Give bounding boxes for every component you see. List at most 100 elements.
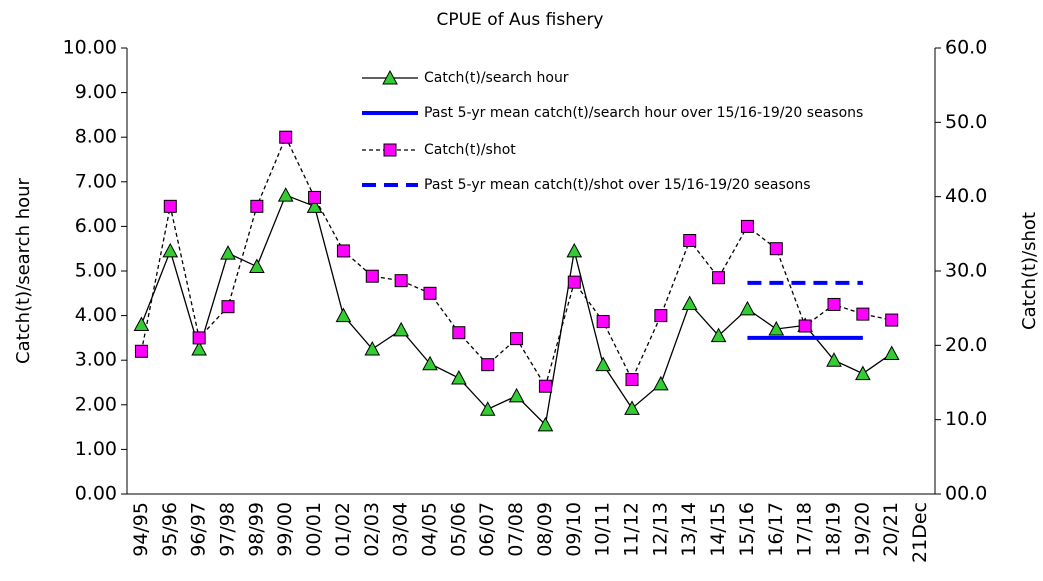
- square-marker: [221, 300, 235, 314]
- triangle-marker: [191, 340, 207, 356]
- legend-label: Past 5-yr mean catch(t)/search hour over…: [424, 105, 863, 121]
- x-tick-label: 06/07: [476, 502, 498, 557]
- triangle-marker: [855, 365, 871, 381]
- x-tick-label: 12/13: [649, 502, 671, 557]
- triangle-marker: [451, 369, 467, 385]
- series-line: [140, 135, 892, 388]
- square-marker: [192, 331, 206, 345]
- triangle-marker: [653, 375, 669, 391]
- x-tick-label: 15/16: [736, 502, 758, 557]
- chart-title: CPUE of Aus fishery: [436, 10, 603, 30]
- x-tick-label: 18/19: [823, 502, 845, 557]
- x-tick-label: 20/21: [880, 502, 902, 557]
- square-marker: [365, 269, 379, 283]
- legend-marker: [382, 69, 398, 85]
- y2-tick-label: 40.0: [945, 185, 987, 207]
- y-tick-label: 0.00: [75, 483, 117, 505]
- square-marker: [336, 244, 350, 258]
- y2-tick-label: 00.0: [945, 483, 987, 505]
- x-tick-label: 00/01: [303, 502, 325, 557]
- x-tick-label: 07/08: [505, 502, 527, 557]
- y2-tick-label: 60.0: [945, 37, 987, 59]
- triangle-marker: [220, 245, 236, 260]
- triangle-marker: [768, 320, 785, 336]
- x-tick-label: 13/14: [678, 502, 700, 557]
- triangle-marker: [364, 340, 381, 356]
- x-tick-label: 01/02: [332, 502, 354, 557]
- x-tick-label: 98/99: [245, 502, 267, 557]
- x-tick-label: 97/98: [217, 502, 239, 557]
- square-marker: [769, 242, 783, 256]
- triangle-marker: [595, 356, 611, 372]
- triangle-marker: [133, 316, 150, 332]
- x-tick-label: 10/11: [592, 502, 614, 557]
- x-tick-label: 17/18: [794, 502, 816, 557]
- x-tick-label: 11/12: [621, 502, 643, 557]
- x-tick-label: 94/95: [130, 502, 152, 557]
- triangle-marker: [306, 198, 323, 213]
- y2-tick-label: 30.0: [945, 260, 987, 282]
- y2-axis-title: Catch(t)/shot: [1019, 212, 1040, 330]
- x-tick-label: 02/03: [361, 502, 383, 557]
- square-marker: [452, 326, 466, 340]
- triangle-marker: [393, 321, 409, 337]
- y-axis-title: Catch(t)/search hour: [13, 177, 34, 363]
- square-marker: [510, 332, 524, 346]
- triangle-marker: [335, 307, 352, 323]
- triangle-marker: [739, 300, 756, 316]
- square-marker: [625, 373, 639, 387]
- x-tick-label: 99/00: [274, 502, 296, 557]
- y-tick-label: 8.00: [75, 126, 117, 148]
- x-tick-label: 08/09: [534, 502, 556, 557]
- y-tick-label: 10.00: [63, 37, 117, 59]
- triangle-marker: [422, 355, 438, 371]
- square-marker: [423, 286, 437, 300]
- x-tick-label: 05/06: [447, 502, 469, 557]
- triangle-marker: [162, 242, 179, 258]
- triangle-marker: [508, 387, 525, 403]
- triangle-marker: [566, 242, 583, 258]
- x-tick-label: 19/20: [851, 502, 873, 557]
- triangle-marker: [624, 400, 640, 415]
- x-tick-label: 95/96: [159, 502, 181, 557]
- x-tick-label: 16/17: [765, 502, 787, 557]
- square-marker: [827, 297, 841, 311]
- square-marker: [163, 199, 177, 213]
- square-marker: [798, 319, 812, 333]
- triangle-marker: [710, 327, 727, 343]
- legend-label: Catch(t)/shot: [424, 142, 516, 158]
- square-marker: [250, 199, 264, 213]
- square-marker: [596, 315, 610, 329]
- legend-label: Catch(t)/search hour: [424, 70, 569, 86]
- square-marker: [394, 274, 408, 288]
- square-marker: [885, 313, 899, 327]
- y-tick-label: 9.00: [75, 81, 117, 103]
- triangle-marker: [277, 187, 294, 202]
- square-marker: [308, 190, 322, 204]
- y2-tick-label: 50.0: [945, 111, 987, 133]
- square-marker: [134, 344, 148, 358]
- triangle-marker: [249, 258, 265, 274]
- triangle-marker: [681, 295, 698, 311]
- square-marker: [279, 130, 293, 144]
- triangle-marker: [479, 401, 496, 416]
- square-marker: [683, 234, 697, 248]
- square-marker: [856, 307, 870, 321]
- square-marker: [481, 358, 495, 372]
- triangle-marker: [883, 345, 900, 361]
- y-tick-label: 6.00: [75, 215, 117, 237]
- y-tick-label: 4.00: [75, 304, 117, 326]
- y-tick-label: 2.00: [75, 393, 117, 415]
- triangle-marker: [537, 416, 554, 432]
- y-tick-label: 1.00: [75, 438, 117, 460]
- square-marker: [567, 275, 581, 289]
- x-tick-label: 04/05: [419, 502, 441, 557]
- triangle-marker: [826, 352, 842, 367]
- y-tick-label: 3.00: [75, 349, 117, 371]
- y-tick-label: 7.00: [75, 170, 117, 192]
- x-tick-label: 96/97: [188, 502, 210, 557]
- x-tick-label: 09/10: [563, 502, 585, 557]
- x-tick-label: 21Dec: [909, 502, 931, 563]
- x-tick-label: 14/15: [707, 502, 729, 557]
